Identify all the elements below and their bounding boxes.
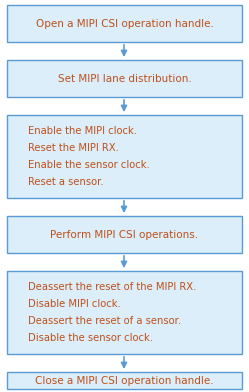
Text: Reset a sensor.: Reset a sensor. [28, 178, 104, 187]
Text: Enable the sensor clock.: Enable the sensor clock. [28, 160, 150, 170]
Text: Open a MIPI CSI operation handle.: Open a MIPI CSI operation handle. [36, 18, 213, 29]
Text: Deassert the reset of a sensor.: Deassert the reset of a sensor. [28, 316, 181, 326]
Text: Enable the MIPI clock.: Enable the MIPI clock. [28, 125, 137, 136]
Text: Set MIPI lane distribution.: Set MIPI lane distribution. [58, 74, 191, 83]
Text: Reset the MIPI RX.: Reset the MIPI RX. [28, 143, 119, 153]
FancyBboxPatch shape [7, 115, 242, 198]
FancyBboxPatch shape [7, 372, 242, 389]
Text: Close a MIPI CSI operation handle.: Close a MIPI CSI operation handle. [35, 376, 214, 385]
Text: Disable MIPI clock.: Disable MIPI clock. [28, 299, 121, 309]
FancyBboxPatch shape [7, 216, 242, 253]
FancyBboxPatch shape [7, 60, 242, 97]
Text: Perform MIPI CSI operations.: Perform MIPI CSI operations. [51, 229, 198, 240]
Text: Disable the sensor clock.: Disable the sensor clock. [28, 334, 153, 343]
Text: Deassert the reset of the MIPI RX.: Deassert the reset of the MIPI RX. [28, 281, 196, 292]
FancyBboxPatch shape [7, 271, 242, 354]
FancyBboxPatch shape [7, 5, 242, 42]
